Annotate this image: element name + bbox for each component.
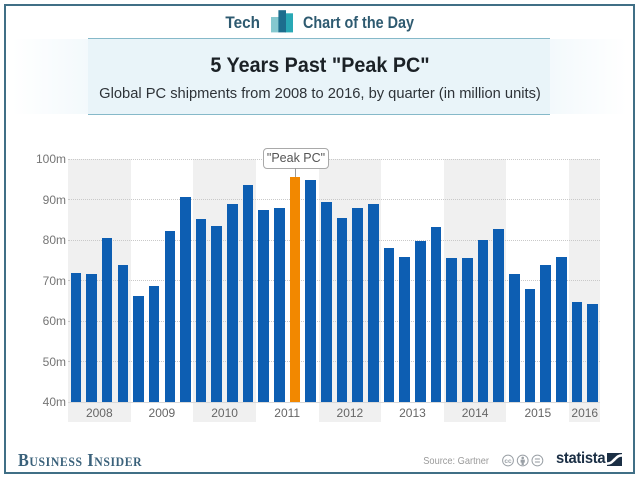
- svg-text:cc: cc: [504, 458, 512, 465]
